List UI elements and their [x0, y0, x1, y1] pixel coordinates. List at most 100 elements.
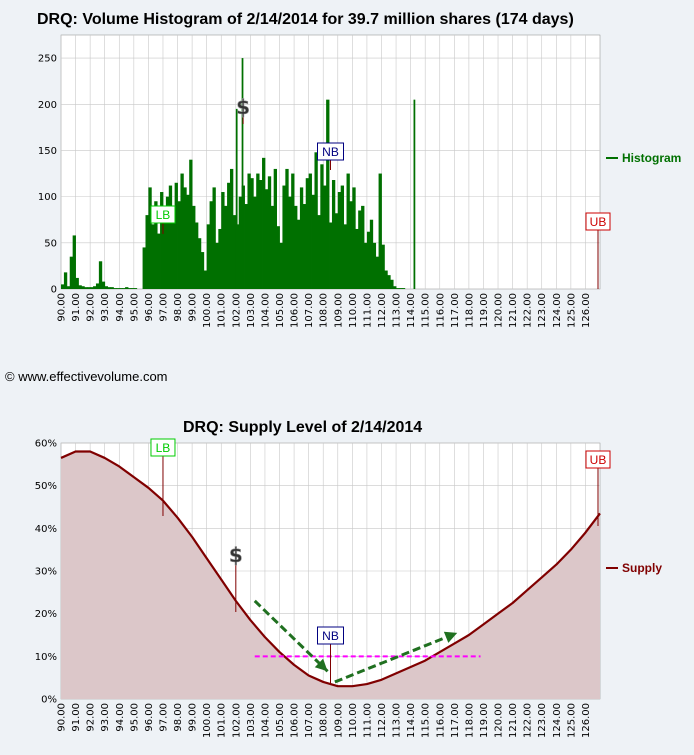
histogram-bar	[206, 224, 210, 289]
histogram-bar	[366, 231, 371, 289]
x-tick-label: 103.00	[246, 703, 257, 738]
x-tick-label: 109.00	[333, 703, 344, 738]
histogram-bar	[291, 173, 295, 289]
x-tick-label: 113.00	[392, 293, 403, 328]
x-tick-label: 95.00	[129, 703, 140, 732]
x-tick-label: 96.00	[144, 293, 155, 322]
histogram-bar	[157, 233, 161, 289]
marker-label: LB	[156, 208, 171, 222]
x-tick-label: 117.00	[450, 293, 461, 328]
histogram-peak-bar	[235, 108, 238, 290]
histogram-bar	[66, 286, 71, 289]
histogram-bar	[215, 242, 219, 289]
histogram-bar	[95, 283, 100, 289]
histogram-bar	[329, 222, 333, 289]
histogram-bar	[128, 288, 132, 289]
histogram-bar	[78, 285, 82, 289]
histogram-bar	[276, 226, 280, 289]
supply-title: DRQ: Supply Level of 2/14/2014	[183, 419, 422, 436]
histogram-bar	[296, 219, 301, 289]
x-tick-label: 90.00	[57, 703, 68, 732]
histogram-markers: LB NB UB $	[150, 95, 611, 289]
histogram-bar	[98, 261, 103, 289]
histogram-bar	[346, 173, 350, 289]
x-tick-label: 102.00	[231, 703, 242, 738]
histogram-bar	[282, 185, 286, 289]
x-tick-label: 96.00	[144, 703, 155, 732]
x-tick-label: 114.00	[406, 293, 417, 328]
histogram-bar	[75, 277, 79, 289]
dollar-marker-label: $	[236, 95, 250, 119]
credit-text: © www.effectivevolume.com	[5, 369, 168, 384]
histogram-x-ticks: 90.00 91.00 92.00 93.00 94.00 95.00 96.00 97.00…	[57, 293, 592, 328]
histogram-bar	[334, 213, 339, 289]
histogram-bar	[355, 228, 359, 289]
histogram-bar	[142, 247, 146, 289]
histogram-bar	[104, 286, 109, 289]
x-tick-label: 104.00	[260, 293, 271, 328]
histogram-bar	[364, 242, 368, 289]
x-tick-label: 107.00	[304, 293, 315, 328]
x-tick-label: 120.00	[494, 703, 505, 738]
histogram-bar	[192, 205, 196, 289]
histogram-bar	[314, 152, 318, 289]
histogram-bar	[221, 192, 225, 289]
x-tick-label: 117.00	[450, 703, 461, 738]
histogram-bar	[262, 157, 266, 289]
x-tick-label: 113.00	[392, 703, 403, 738]
x-tick-label: 121.00	[508, 703, 519, 738]
histogram-bar	[372, 242, 377, 289]
marker-box	[150, 205, 176, 224]
x-tick-label: 91.00	[71, 703, 82, 732]
y-tick-label: 250	[38, 54, 57, 65]
histogram-bar	[340, 185, 345, 289]
histogram-bar	[343, 224, 347, 289]
histogram-bar	[352, 187, 356, 289]
histogram-bar	[337, 192, 342, 289]
x-tick-label: 115.00	[421, 293, 432, 328]
histogram-bar	[401, 288, 406, 289]
histogram-bar	[317, 215, 321, 289]
trend-arrow-line	[334, 631, 458, 684]
marker-label: NB	[322, 629, 339, 643]
dollar-marker-label: $	[229, 543, 243, 567]
histogram-bar	[195, 222, 199, 289]
x-tick-label: 101.00	[217, 293, 228, 328]
x-tick-label: 105.00	[275, 703, 286, 738]
y-tick-label: 40%	[35, 524, 57, 535]
histogram-bar	[270, 205, 275, 289]
histogram-bar	[154, 201, 158, 289]
x-tick-label: 122.00	[523, 703, 534, 738]
x-tick-label: 101.00	[217, 703, 228, 738]
histogram-bar	[273, 168, 277, 289]
histogram-bar	[122, 288, 126, 289]
histogram-bar	[244, 204, 248, 289]
y-tick-label: 100	[38, 192, 57, 203]
histogram-bar	[168, 185, 173, 289]
x-tick-label: 111.00	[362, 293, 373, 328]
histogram-bar	[294, 205, 298, 289]
histogram-bar	[308, 173, 312, 289]
x-tick-label: 112.00	[377, 293, 388, 328]
x-tick-label: 97.00	[158, 703, 169, 732]
histogram-bar	[84, 287, 88, 289]
x-tick-label: 90.00	[57, 293, 68, 322]
histogram-bar	[107, 287, 111, 289]
histogram-bar	[320, 164, 324, 289]
histogram-bar	[183, 187, 187, 289]
histogram-bar	[174, 182, 178, 289]
histogram-bar	[227, 182, 231, 289]
y-tick-label: 0%	[41, 695, 57, 706]
histogram-bar	[69, 256, 74, 289]
trend-arrow-line	[253, 599, 329, 673]
trend-arrow-head	[443, 631, 458, 643]
histogram-bar	[200, 252, 205, 289]
x-tick-label: 123.00	[537, 293, 548, 328]
histogram-bar	[299, 187, 304, 289]
x-tick-label: 119.00	[479, 293, 490, 328]
marker-box	[585, 212, 611, 231]
histogram-bar	[203, 270, 208, 289]
histogram-bar	[256, 173, 260, 289]
marker-label: UB	[590, 215, 607, 229]
histogram-bar	[116, 288, 120, 289]
